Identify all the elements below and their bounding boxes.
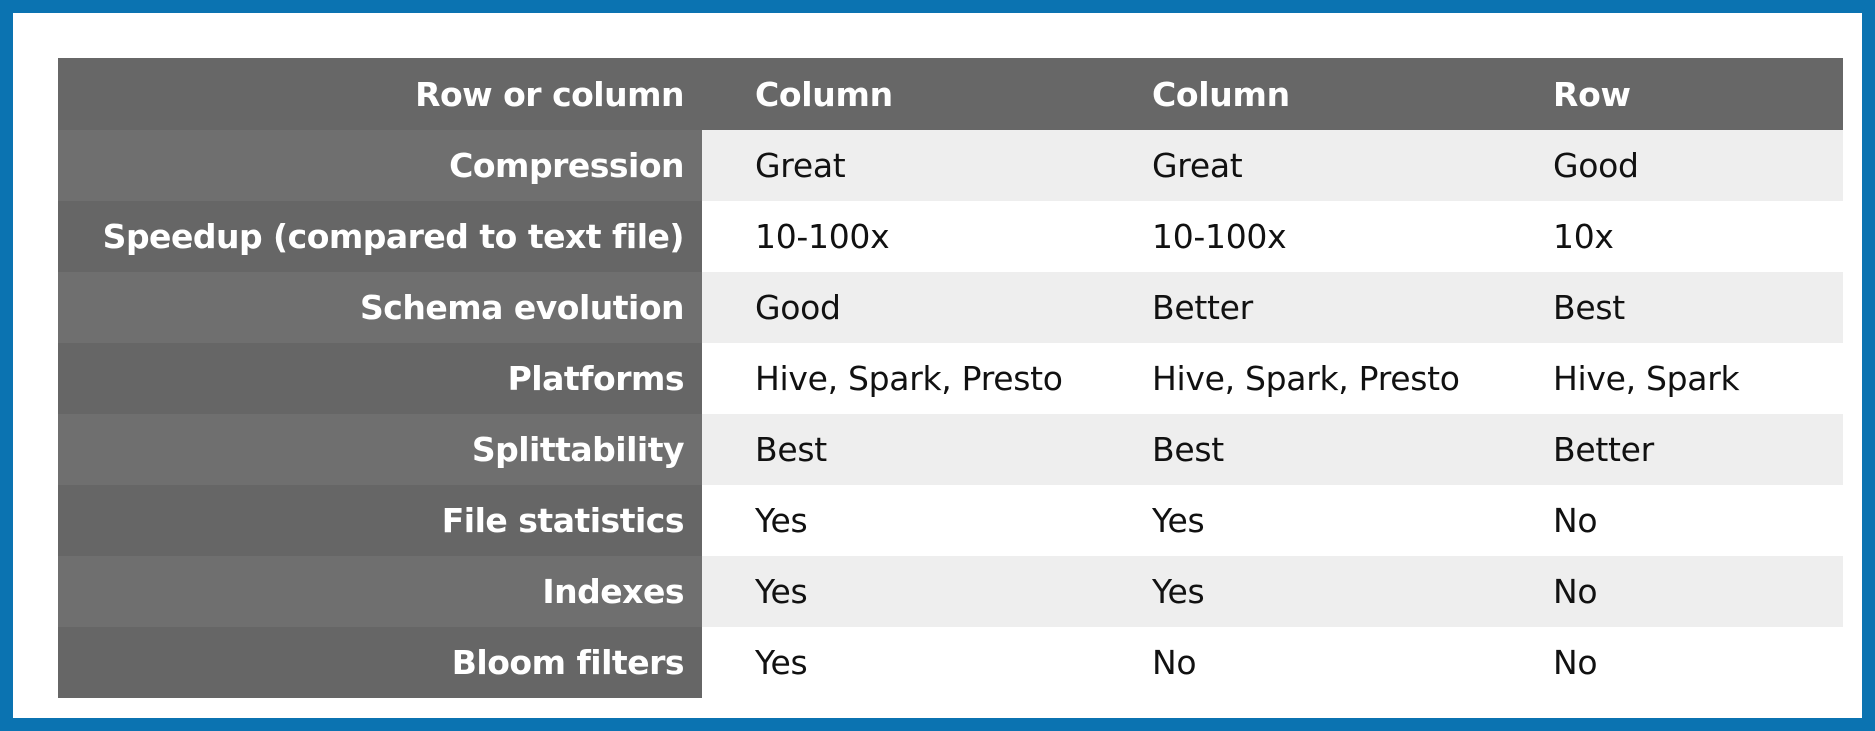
table-row: Speedup (compared to text file) 10-100x … [58,201,1843,272]
table-header-row: Row or column Column Column Row [58,58,1843,130]
row-cells: Best Best Better [702,414,1843,485]
cell-col-2: Better [1152,288,1253,327]
header-label: Row or column [415,74,684,114]
cell-col-2: 10-100x [1152,217,1287,256]
table-row: Indexes Yes Yes No [58,556,1843,627]
row-cells: Good Better Best [702,272,1843,343]
header-cells: Column Column Row [702,58,1843,130]
cell-col-1: Hive, Spark, Presto [755,359,1063,398]
cell-col-3: 10x [1553,217,1614,256]
header-col-2: Column [1152,74,1290,114]
table-row: Splittability Best Best Better [58,414,1843,485]
cell-col-1: Yes [755,643,808,682]
cell-col-2: Best [1152,430,1224,469]
cell-col-3: No [1553,572,1598,611]
row-cells: Yes No No [702,627,1843,698]
cell-col-3: Best [1553,288,1625,327]
row-cells: Great Great Good [702,130,1843,201]
row-cells: Hive, Spark, Presto Hive, Spark, Presto … [702,343,1843,414]
cell-col-2: Hive, Spark, Presto [1152,359,1460,398]
cell-col-1: Best [755,430,827,469]
cell-col-3: No [1553,643,1598,682]
header-col-3: Row [1553,74,1631,114]
row-label: Indexes [58,556,702,627]
table-row: Compression Great Great Good [58,130,1843,201]
cell-col-3: No [1553,501,1598,540]
table-row: File statistics Yes Yes No [58,485,1843,556]
row-cells: Yes Yes No [702,556,1843,627]
comparison-table: Row or column Column Column Row Compress… [58,58,1843,698]
row-label: File statistics [58,485,702,556]
row-label: Platforms [58,343,702,414]
row-label: Bloom filters [58,627,702,698]
header-col-1: Column [755,74,893,114]
cell-col-1: Yes [755,501,808,540]
table-row: Bloom filters Yes No No [58,627,1843,698]
row-label: Speedup (compared to text file) [58,201,702,272]
cell-col-2: Yes [1152,572,1205,611]
cell-col-3: Good [1553,146,1639,185]
row-label: Splittability [58,414,702,485]
cell-col-1: 10-100x [755,217,890,256]
cell-col-1: Yes [755,572,808,611]
row-cells: Yes Yes No [702,485,1843,556]
cell-col-1: Great [755,146,846,185]
cell-col-3: Better [1553,430,1654,469]
cell-col-2: Yes [1152,501,1205,540]
table-row: Platforms Hive, Spark, Presto Hive, Spar… [58,343,1843,414]
cell-col-2: Great [1152,146,1243,185]
cell-col-1: Good [755,288,841,327]
cell-col-3: Hive, Spark [1553,359,1740,398]
cell-col-2: No [1152,643,1197,682]
row-label: Compression [58,130,702,201]
row-cells: 10-100x 10-100x 10x [702,201,1843,272]
row-label: Schema evolution [58,272,702,343]
table-row: Schema evolution Good Better Best [58,272,1843,343]
